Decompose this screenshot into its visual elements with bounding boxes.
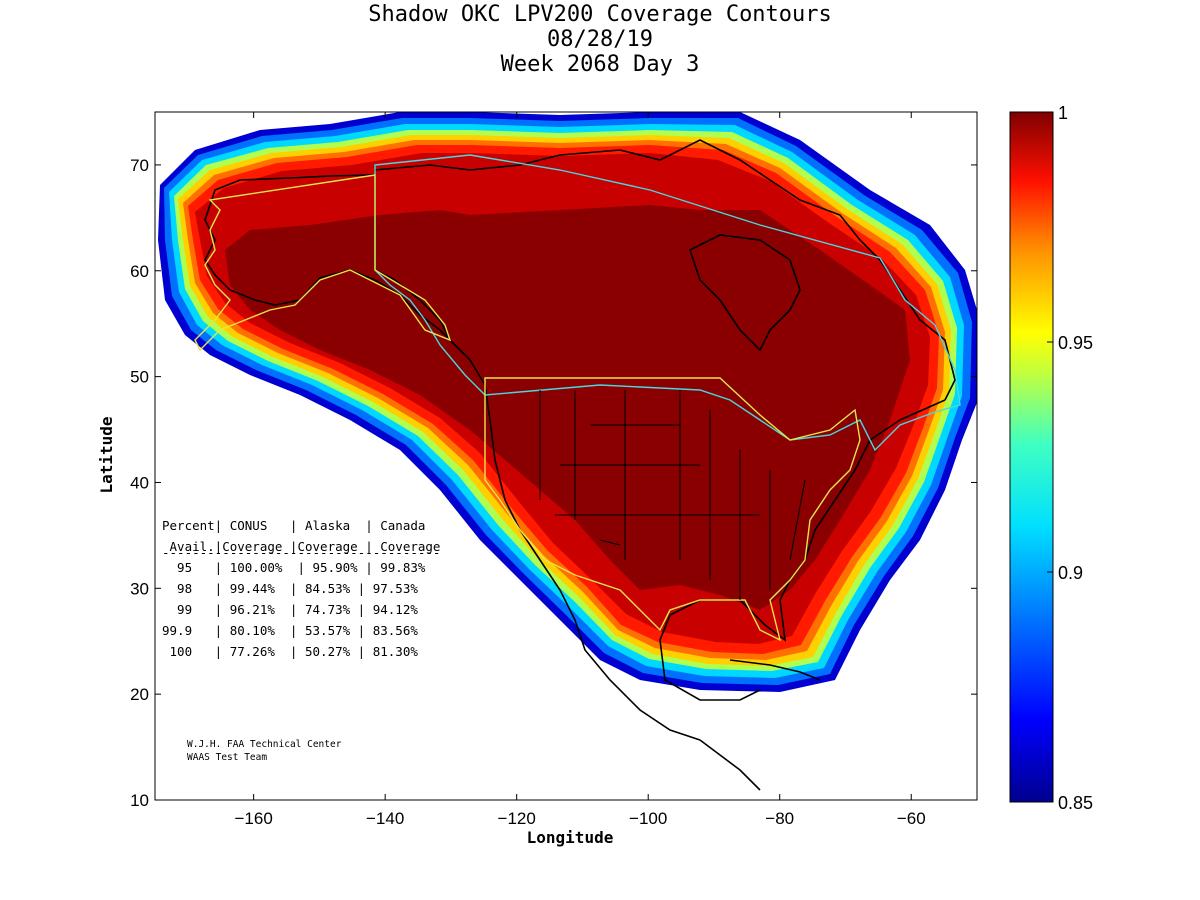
border-conus	[484, 377, 861, 642]
chart-title-line3: Week 2068 Day 3	[500, 52, 700, 77]
coverage-table: Percent| CONUS | Alaska | Canada Avail.|…	[162, 518, 440, 659]
x-tick-label: −120	[498, 809, 536, 828]
x-axis-label: Longitude	[527, 828, 614, 847]
y-axis-ticks: 10 20 30 40 50 60 70	[130, 156, 977, 810]
credit-line-1: W.J.H. FAA Technical Center	[187, 739, 342, 750]
y-tick-label: 20	[130, 685, 149, 704]
region-borders	[194, 154, 961, 642]
table-header-1: Percent| CONUS | Alaska | Canada	[162, 518, 425, 533]
y-tick-label: 30	[130, 579, 149, 598]
x-tick-label: −140	[366, 809, 404, 828]
coastline-west	[449, 339, 701, 741]
us-state-lines	[539, 390, 806, 600]
y-axis-label: Latitude	[97, 416, 116, 493]
colorbar: 1 0.95 0.9 0.85	[1009, 103, 1093, 813]
y-tick-label: 10	[130, 791, 149, 810]
y-tick-label: 40	[130, 473, 149, 492]
colorbar-tick-label: 0.95	[1058, 333, 1093, 353]
x-axis-ticks: −160 −140 −120 −100 −80 −60	[234, 112, 926, 828]
plot-frame	[154, 111, 978, 801]
table-rule: -------------------------------------	[162, 545, 440, 560]
coastline-canada-north	[374, 139, 956, 401]
y-tick-label: 50	[130, 368, 149, 387]
coverage-contours	[158, 112, 977, 692]
table-row-99-9: 99.9 | 80.10% | 53.57% | 83.56%	[162, 623, 418, 638]
coastline-east-gulf	[659, 399, 946, 701]
chart-title-line1: Shadow OKC LPV200 Coverage Contours	[368, 2, 832, 27]
border-alaska	[194, 174, 452, 352]
y-tick-label: 60	[130, 262, 149, 281]
colorbar-gradient	[1009, 111, 1054, 803]
coastline-cuba	[729, 659, 821, 681]
colorbar-tick-label: 1	[1058, 103, 1068, 123]
table-row-100: 100 | 77.26% | 50.27% | 81.30%	[162, 644, 418, 659]
contour-band-1-00	[225, 205, 910, 610]
table-row-95: 95 | 100.00% | 95.90% | 99.83%	[162, 560, 426, 575]
table-header-2: Avail.|Coverage |Coverage | Coverage	[162, 539, 440, 554]
coastline-central-america	[699, 739, 761, 791]
colorbar-tick-label: 0.85	[1058, 793, 1093, 813]
colorbar-tick-label: 0.9	[1058, 563, 1083, 583]
state-lines	[539, 390, 806, 600]
table-row-98: 98 | 99.44% | 84.53% | 97.53%	[162, 581, 418, 596]
coastline-hudson-bay	[689, 234, 801, 352]
x-tick-label: −100	[629, 809, 667, 828]
x-tick-label: −160	[234, 809, 272, 828]
colorbar-ticks: 1 0.95 0.9 0.85	[1047, 103, 1093, 813]
credit-line-2: WAAS Test Team	[187, 752, 267, 763]
chart-title-line2: 08/28/19	[547, 27, 653, 52]
x-tick-label: −80	[765, 809, 794, 828]
y-tick-label: 70	[130, 156, 149, 175]
credits: W.J.H. FAA Technical Center WAAS Test Te…	[187, 739, 342, 763]
table-row-99: 99 | 96.21% | 74.73% | 94.12%	[162, 602, 418, 617]
x-tick-label: −60	[897, 809, 926, 828]
